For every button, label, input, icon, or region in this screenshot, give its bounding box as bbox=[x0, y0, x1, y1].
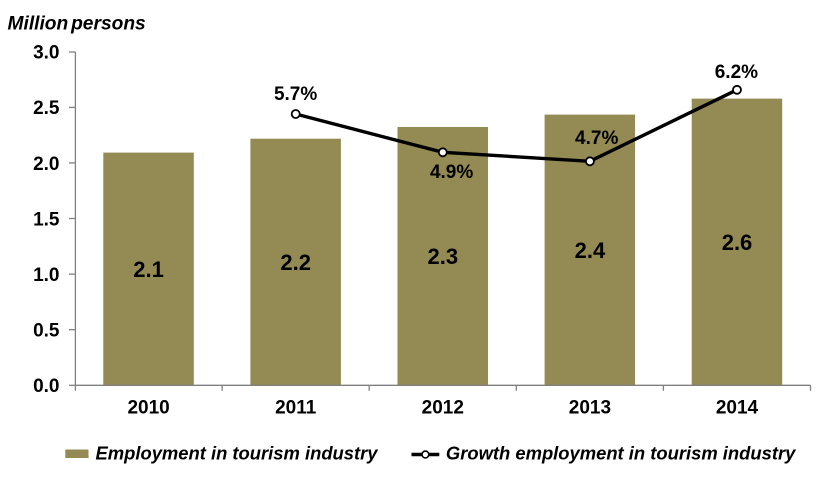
svg-text:4.7%: 4.7% bbox=[575, 128, 618, 149]
svg-text:2.3: 2.3 bbox=[428, 244, 459, 269]
svg-text:0.5: 0.5 bbox=[33, 321, 60, 342]
svg-text:2.5: 2.5 bbox=[33, 98, 60, 119]
svg-text:4.9%: 4.9% bbox=[430, 162, 473, 183]
svg-text:5.7%: 5.7% bbox=[274, 84, 317, 105]
svg-text:2012: 2012 bbox=[422, 398, 464, 419]
svg-text:Employment in tourism industry: Employment in tourism industry bbox=[96, 443, 379, 464]
svg-text:2.1: 2.1 bbox=[133, 257, 164, 282]
svg-text:1.0: 1.0 bbox=[33, 265, 59, 286]
svg-text:Million persons: Million persons bbox=[8, 14, 147, 35]
svg-text:2.4: 2.4 bbox=[575, 238, 606, 263]
svg-text:6.2%: 6.2% bbox=[715, 62, 758, 83]
svg-text:2013: 2013 bbox=[569, 398, 611, 419]
svg-text:1.5: 1.5 bbox=[33, 209, 60, 230]
svg-text:Growth employment in tourism i: Growth employment in tourism industry bbox=[446, 443, 796, 464]
svg-text:2014: 2014 bbox=[716, 398, 759, 419]
svg-text:2010: 2010 bbox=[127, 398, 169, 419]
svg-text:2.2: 2.2 bbox=[280, 250, 311, 275]
svg-text:2.0: 2.0 bbox=[33, 154, 59, 175]
svg-text:2.6: 2.6 bbox=[722, 230, 753, 255]
svg-text:2011: 2011 bbox=[275, 398, 317, 419]
svg-text:3.0: 3.0 bbox=[33, 43, 59, 64]
svg-text:0.0: 0.0 bbox=[33, 376, 59, 397]
